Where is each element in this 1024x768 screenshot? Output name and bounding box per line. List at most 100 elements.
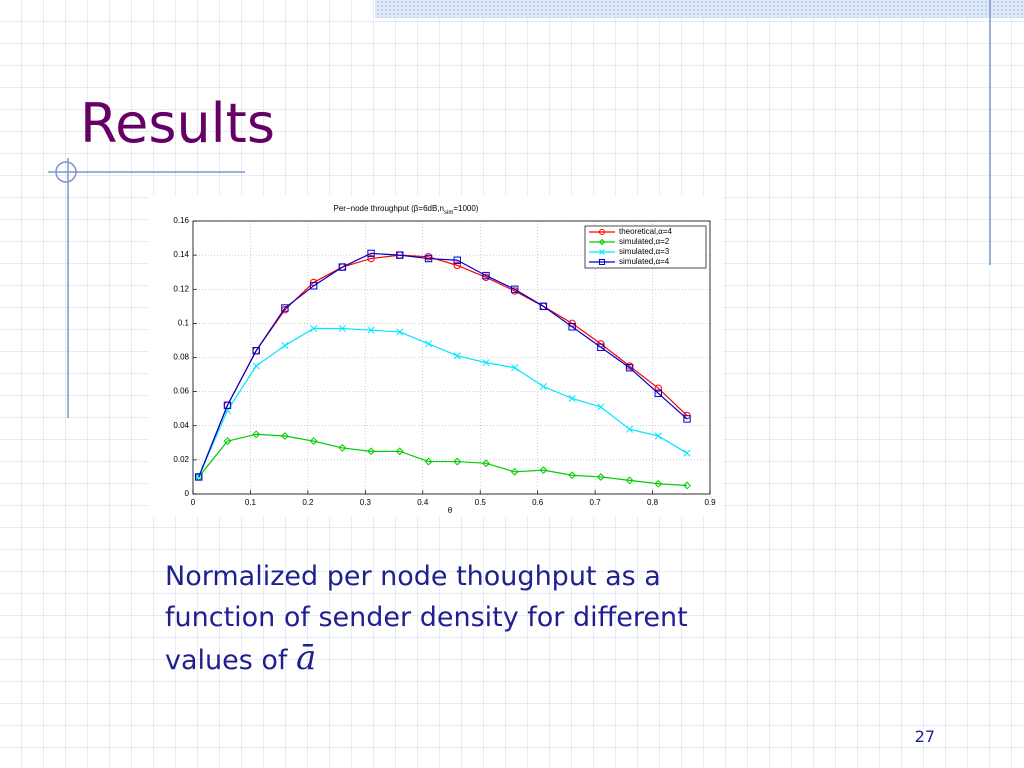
legend-marker bbox=[599, 259, 605, 265]
decor-circle bbox=[55, 161, 77, 183]
marker bbox=[482, 459, 490, 468]
x-tick-label: 0.2 bbox=[302, 498, 314, 507]
y-tick-label: 0.14 bbox=[173, 250, 189, 259]
marker bbox=[654, 479, 663, 488]
y-tick-label: 0.1 bbox=[178, 318, 190, 327]
y-tick-label: 0.08 bbox=[173, 353, 189, 362]
marker bbox=[568, 394, 576, 403]
marker bbox=[568, 323, 576, 331]
marker bbox=[424, 340, 433, 348]
x-tick-label: 0.3 bbox=[360, 498, 372, 507]
x-tick-label: 0.7 bbox=[590, 498, 602, 507]
legend-label: simulated,α=2 bbox=[619, 237, 670, 246]
title-part: Per−node throughput (β=6dB,n bbox=[334, 204, 444, 213]
marker bbox=[252, 362, 260, 370]
page-number: 27 bbox=[915, 727, 935, 746]
marker bbox=[396, 328, 404, 336]
x-tick-label: 0.6 bbox=[532, 498, 544, 507]
marker bbox=[338, 324, 346, 333]
y-tick-label: 0.02 bbox=[173, 455, 189, 464]
slide-title: Results bbox=[80, 92, 275, 155]
y-tick-label: 0.06 bbox=[173, 387, 189, 396]
legend-label: theoretical,α=4 bbox=[619, 227, 672, 236]
x-tick-label: 0.1 bbox=[245, 498, 257, 507]
marker bbox=[424, 457, 433, 466]
plot-frame bbox=[192, 220, 711, 495]
caption-symbol: ā bbox=[296, 638, 317, 678]
marker bbox=[482, 359, 490, 367]
marker bbox=[367, 249, 375, 258]
marker bbox=[683, 415, 691, 423]
marker bbox=[597, 343, 605, 351]
legend-box bbox=[584, 225, 707, 269]
x-tick-label: 0 bbox=[191, 498, 196, 507]
marker bbox=[281, 342, 289, 350]
series-line bbox=[198, 254, 688, 478]
caption-text: Normalized per node thoughput as a funct… bbox=[165, 561, 688, 676]
x-axis-label: θ bbox=[448, 506, 453, 515]
marker bbox=[597, 403, 605, 411]
marker bbox=[252, 346, 260, 355]
marker bbox=[453, 352, 461, 360]
x-tick-label: 0.5 bbox=[475, 498, 487, 507]
marker bbox=[625, 364, 634, 372]
marker bbox=[539, 382, 547, 391]
marker bbox=[539, 302, 548, 311]
marker bbox=[539, 466, 548, 475]
x-tick-label: 0.8 bbox=[647, 498, 659, 507]
marker bbox=[510, 467, 519, 476]
y-tick-label: 0.16 bbox=[173, 216, 189, 225]
marker bbox=[367, 254, 375, 263]
marker bbox=[396, 251, 404, 259]
y-tick-label: 0.04 bbox=[173, 421, 189, 430]
series-line bbox=[198, 433, 688, 487]
x-tick-label: 0.4 bbox=[417, 498, 429, 507]
marker bbox=[568, 471, 577, 480]
legend-marker bbox=[599, 249, 605, 255]
marker bbox=[195, 473, 203, 481]
marker bbox=[482, 271, 490, 280]
marker bbox=[310, 324, 318, 333]
marker bbox=[338, 444, 347, 452]
legend-label: simulated,α=3 bbox=[619, 247, 670, 256]
marker bbox=[338, 263, 347, 271]
title-subscript: sim bbox=[444, 210, 453, 216]
marker bbox=[683, 449, 691, 457]
legend-marker bbox=[599, 229, 605, 235]
marker bbox=[223, 401, 232, 409]
y-tick-label: 0.12 bbox=[173, 284, 189, 293]
top-bar bbox=[375, 0, 1024, 18]
marker bbox=[223, 437, 232, 446]
title-part: =1000) bbox=[453, 204, 478, 213]
marker bbox=[424, 254, 433, 263]
marker bbox=[367, 447, 375, 456]
marker bbox=[596, 473, 605, 481]
marker bbox=[511, 364, 519, 372]
chart-title: Per−node throughput (β=6dB,nsim=1000) bbox=[334, 204, 479, 215]
series-line bbox=[198, 252, 688, 478]
marker bbox=[654, 432, 662, 440]
marker bbox=[281, 432, 289, 440]
y-tick-label: 0 bbox=[185, 489, 190, 498]
series-line bbox=[198, 327, 688, 478]
marker bbox=[367, 326, 375, 334]
legend-marker bbox=[598, 238, 606, 246]
marker bbox=[395, 447, 404, 456]
marker bbox=[683, 481, 691, 490]
marker bbox=[453, 457, 462, 466]
marker bbox=[626, 425, 634, 433]
marker bbox=[510, 285, 519, 293]
marker bbox=[281, 304, 289, 312]
marker bbox=[309, 282, 318, 290]
x-tick-label: 0.9 bbox=[704, 498, 716, 507]
marker bbox=[309, 437, 318, 446]
marker bbox=[453, 261, 461, 270]
marker bbox=[453, 256, 461, 264]
marker bbox=[195, 473, 203, 481]
chart: Per−node throughput (β=6dB,nsim=1000) θ … bbox=[148, 195, 723, 517]
marker bbox=[625, 476, 634, 485]
caption: Normalized per node thoughput as a funct… bbox=[165, 556, 765, 681]
legend-label: simulated,α=4 bbox=[619, 257, 670, 266]
